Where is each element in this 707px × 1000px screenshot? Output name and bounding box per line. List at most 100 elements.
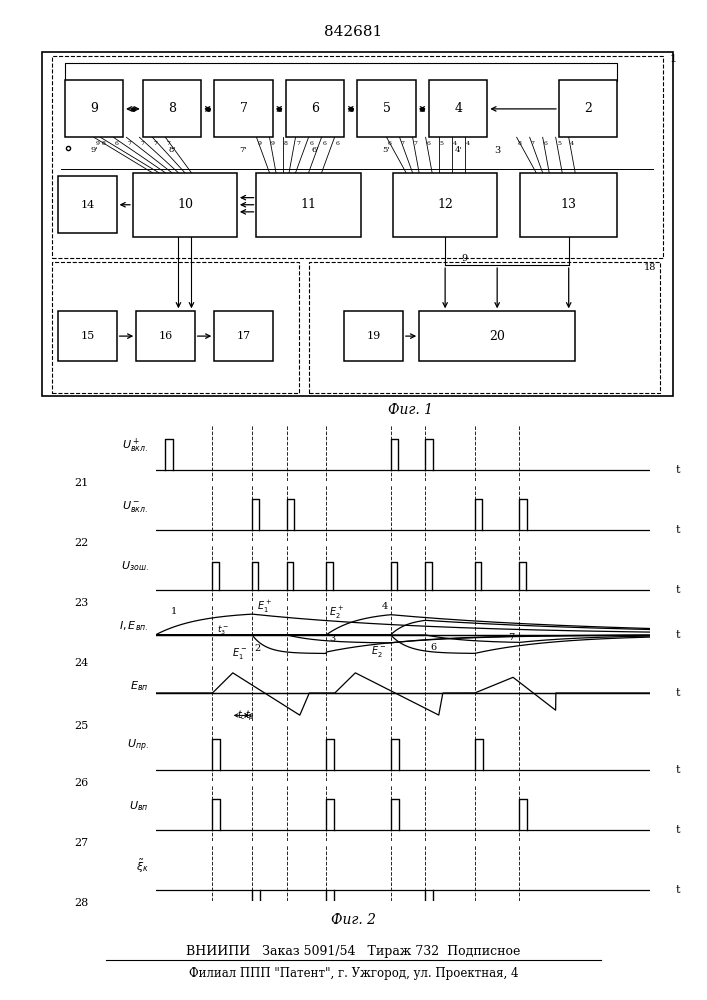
Text: 4: 4 — [452, 141, 457, 146]
Text: 5: 5 — [382, 102, 390, 115]
Text: 8: 8 — [518, 141, 522, 146]
Text: t: t — [675, 825, 679, 835]
Text: 13: 13 — [561, 198, 577, 211]
Bar — [429, 81, 487, 137]
Text: 9': 9' — [90, 146, 98, 154]
Text: t: t — [675, 688, 679, 698]
Text: 7: 7 — [240, 102, 247, 115]
Text: 24: 24 — [74, 658, 88, 668]
Text: 14: 14 — [81, 200, 95, 210]
Text: 9: 9 — [95, 141, 99, 146]
Text: 6: 6 — [323, 141, 327, 146]
Bar — [393, 173, 497, 237]
Bar — [214, 311, 273, 361]
Text: $E_2^+$: $E_2^+$ — [329, 605, 344, 621]
Text: 25: 25 — [74, 721, 88, 731]
Text: 6': 6' — [311, 146, 319, 154]
Bar — [52, 56, 663, 258]
Text: $U_{пр.}$: $U_{пр.}$ — [127, 738, 148, 754]
Text: 20: 20 — [489, 330, 505, 343]
Text: 16: 16 — [158, 331, 173, 341]
Text: 7: 7 — [153, 141, 158, 146]
Text: 10: 10 — [177, 198, 193, 211]
Text: 6: 6 — [310, 141, 314, 146]
Bar — [344, 311, 403, 361]
Text: $U^+_{вкл.}$: $U^+_{вкл.}$ — [122, 437, 148, 455]
Text: 17: 17 — [236, 331, 250, 341]
Bar — [133, 173, 237, 237]
Text: $U_{зош.}$: $U_{зош.}$ — [121, 559, 148, 573]
Text: 6: 6 — [544, 141, 548, 146]
Text: 19: 19 — [366, 331, 380, 341]
Text: $U_{вп}$: $U_{вп}$ — [129, 799, 148, 813]
Text: 2: 2 — [255, 644, 261, 653]
Text: 7': 7' — [240, 146, 247, 154]
Text: 4': 4' — [454, 146, 462, 154]
Bar — [64, 81, 123, 137]
Text: $I, E_{вп.}$: $I, E_{вп.}$ — [119, 619, 148, 633]
Bar — [520, 173, 617, 237]
Text: 9: 9 — [90, 102, 98, 115]
Bar — [257, 173, 361, 237]
Bar — [136, 311, 194, 361]
Text: 7: 7 — [508, 633, 515, 642]
Text: 4: 4 — [382, 602, 388, 611]
Text: 11: 11 — [300, 198, 317, 211]
Text: t: t — [675, 585, 679, 595]
Text: 4: 4 — [466, 141, 470, 146]
Text: 4: 4 — [454, 102, 462, 115]
Bar — [58, 176, 117, 233]
Text: 28: 28 — [74, 898, 88, 908]
Text: $E_1^-$: $E_1^-$ — [232, 646, 247, 661]
Bar — [286, 81, 344, 137]
Text: t: t — [675, 525, 679, 535]
Text: 9: 9 — [462, 254, 468, 263]
Bar — [357, 81, 416, 137]
Bar — [214, 81, 273, 137]
Text: t: t — [675, 765, 679, 775]
Text: 8: 8 — [168, 102, 176, 115]
Text: 2: 2 — [584, 102, 592, 115]
Text: 4: 4 — [570, 141, 574, 146]
Text: 26: 26 — [74, 778, 88, 788]
Bar — [52, 262, 299, 393]
Text: Фиг. 2: Фиг. 2 — [331, 913, 376, 927]
Text: 18: 18 — [644, 263, 657, 272]
Text: $t_c$: $t_c$ — [237, 708, 246, 722]
Bar — [559, 81, 617, 137]
Text: 8: 8 — [102, 141, 105, 146]
Text: 22: 22 — [74, 538, 88, 548]
Text: 1: 1 — [670, 54, 677, 64]
Text: $E_2^-$: $E_2^-$ — [371, 644, 386, 659]
Text: 7: 7 — [141, 141, 145, 146]
Text: t: t — [675, 465, 679, 475]
Text: 6: 6 — [427, 141, 431, 146]
Text: 6: 6 — [336, 141, 340, 146]
Text: 21: 21 — [74, 478, 88, 488]
Text: 9: 9 — [258, 141, 262, 146]
Text: 6: 6 — [430, 643, 436, 652]
Text: 5': 5' — [382, 146, 390, 154]
Text: 7: 7 — [167, 141, 170, 146]
Bar — [58, 311, 117, 361]
Text: t: t — [675, 885, 679, 895]
Text: $t_3^-$: $t_3^-$ — [218, 623, 230, 637]
Text: 1: 1 — [170, 607, 177, 616]
Text: $t_p$: $t_p$ — [245, 709, 255, 723]
Text: 15: 15 — [81, 331, 95, 341]
Text: 3: 3 — [329, 634, 335, 643]
Text: Филиал ППП "Патент", г. Ужгород, ул. Проектная, 4: Филиал ППП "Патент", г. Ужгород, ул. Про… — [189, 968, 518, 980]
Text: $U^-_{вкл.}$: $U^-_{вкл.}$ — [122, 499, 148, 514]
Bar — [419, 311, 575, 361]
Text: 8': 8' — [168, 146, 176, 154]
Text: 5: 5 — [440, 141, 444, 146]
Text: 5: 5 — [557, 141, 561, 146]
Text: $\tilde{\xi}_{\kappa}$: $\tilde{\xi}_{\kappa}$ — [136, 857, 148, 875]
Text: 7: 7 — [128, 141, 132, 146]
Text: 7: 7 — [531, 141, 535, 146]
Bar — [308, 262, 660, 393]
Text: t: t — [675, 630, 679, 640]
Text: Фиг. 1: Фиг. 1 — [387, 403, 433, 417]
Text: $E_{вп}$: $E_{вп}$ — [130, 679, 148, 693]
Text: 6: 6 — [388, 141, 392, 146]
